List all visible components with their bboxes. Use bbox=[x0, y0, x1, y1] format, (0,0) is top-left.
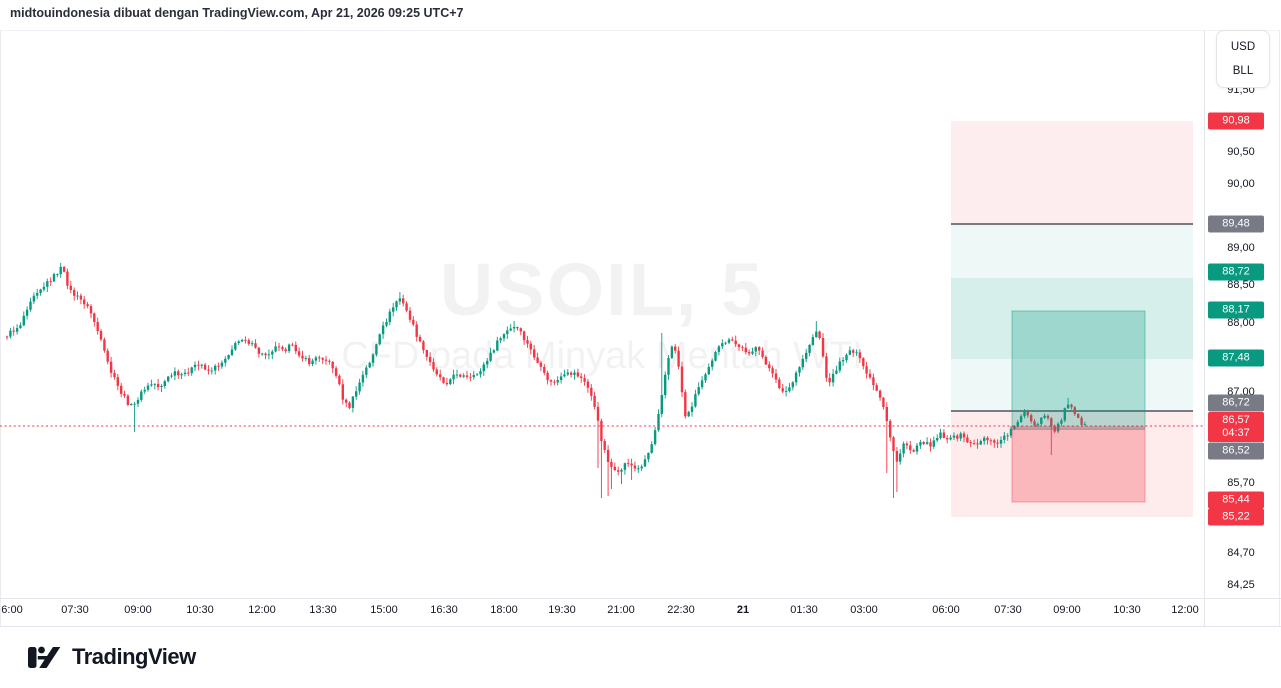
time-axis-label: 21 bbox=[736, 604, 750, 616]
price-level-badge: 87,48 bbox=[1208, 349, 1264, 367]
price-axis-label: 90,50 bbox=[1227, 146, 1255, 158]
tradingview-logo-icon bbox=[28, 646, 61, 668]
time-axis-label: 15:00 bbox=[370, 604, 398, 616]
time-axis-label: 07:30 bbox=[61, 604, 89, 616]
time-axis-label: 19:30 bbox=[548, 604, 576, 616]
projection-zone[interactable] bbox=[951, 226, 1193, 278]
price-axis-label: 90,00 bbox=[1227, 178, 1255, 190]
price-level-badge: 86,52 bbox=[1208, 442, 1264, 460]
projection-zone[interactable] bbox=[951, 278, 1193, 359]
time-axis-label: 22:30 bbox=[667, 604, 695, 616]
price-level-badge: 85,22 bbox=[1208, 508, 1264, 526]
chart-attribution: midtouindonesia dibuat dengan TradingVie… bbox=[10, 6, 464, 20]
price-level-badge: 85,44 bbox=[1208, 491, 1264, 509]
time-axis-label: 10:30 bbox=[1113, 604, 1141, 616]
price-level-badge: 88,72 bbox=[1208, 263, 1264, 281]
price-level-badge: 90,98 bbox=[1208, 112, 1264, 130]
time-axis-label: 12:00 bbox=[1171, 604, 1199, 616]
time-axis-label: 12:00 bbox=[248, 604, 276, 616]
price-axis[interactable]: 91,50 90,50 90,00 89,00 88,50 88,00 87,00 85,70… bbox=[1205, 30, 1281, 598]
bar-close-countdown: 04:37 bbox=[1222, 427, 1250, 439]
widget-bottom-border bbox=[0, 626, 1281, 627]
price-axis-label: 88,50 bbox=[1227, 279, 1255, 291]
time-axis[interactable]: 6:00 07:30 09:00 10:30 12:00 13:30 15:00 16:30 1… bbox=[0, 598, 1204, 626]
price-level-badge: 88,17 bbox=[1208, 301, 1264, 319]
price-level-badge: 89,48 bbox=[1208, 215, 1264, 233]
tradingview-logo[interactable]: TradingView bbox=[27, 642, 196, 672]
time-axis-separator bbox=[0, 598, 1281, 599]
time-axis-label: 09:00 bbox=[124, 604, 152, 616]
candlestick-series[interactable] bbox=[5, 263, 1087, 498]
time-axis-label: 18:00 bbox=[490, 604, 518, 616]
time-axis-label: 06:00 bbox=[932, 604, 960, 616]
chart-pane[interactable] bbox=[0, 30, 1280, 626]
price-level-badge: 86,72 bbox=[1208, 394, 1264, 412]
projection-zone[interactable] bbox=[951, 121, 1193, 226]
position-box[interactable] bbox=[1011, 426, 1146, 503]
price-axis-separator bbox=[1204, 30, 1205, 626]
price-axis-label: 89,00 bbox=[1227, 242, 1255, 254]
price-axis-label: 84,25 bbox=[1227, 579, 1255, 591]
position-box[interactable] bbox=[1011, 310, 1146, 428]
projection-zone[interactable] bbox=[951, 359, 1193, 411]
time-axis-label: 10:30 bbox=[186, 604, 214, 616]
price-axis-label: 88,00 bbox=[1227, 317, 1255, 329]
current-price-badge: 86,57 04:37 bbox=[1208, 412, 1264, 442]
time-axis-label: 07:30 bbox=[994, 604, 1022, 616]
time-axis-label: 01:30 bbox=[790, 604, 818, 616]
time-axis-label: 13:30 bbox=[309, 604, 337, 616]
time-axis-label: 03:00 bbox=[850, 604, 878, 616]
unit-bll-button[interactable]: BLL bbox=[1217, 59, 1269, 83]
currency-usd-button[interactable]: USD bbox=[1217, 35, 1269, 59]
tradingview-logo-text: TradingView bbox=[72, 644, 196, 669]
price-axis-label: 84,70 bbox=[1227, 547, 1255, 559]
time-axis-label: 16:30 bbox=[430, 604, 458, 616]
time-axis-label: 6:00 bbox=[1, 604, 23, 616]
time-axis-label: 09:00 bbox=[1053, 604, 1081, 616]
unit-currency-panel: USD BLL bbox=[1216, 30, 1270, 88]
time-axis-label: 21:00 bbox=[607, 604, 635, 616]
price-axis-label: 85,70 bbox=[1227, 477, 1255, 489]
